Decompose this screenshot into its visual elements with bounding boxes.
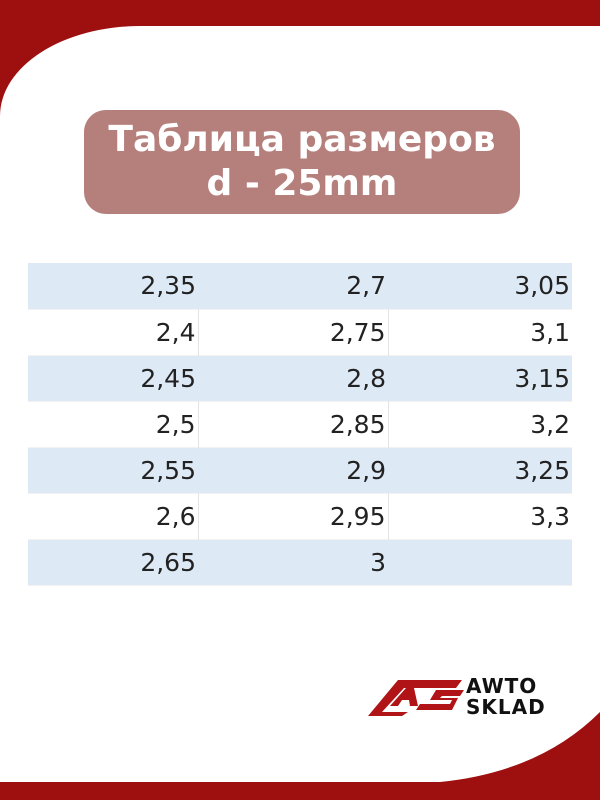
title-banner: Таблица размеров d - 25mm	[84, 110, 520, 214]
title-line-2: d - 25mm	[206, 163, 398, 204]
table-cell: 2,5	[28, 401, 198, 447]
table-cell: 3,1	[387, 309, 572, 355]
table-cell: 2,95	[197, 493, 388, 539]
table-row: 2,35 2,7 3,05	[28, 263, 572, 309]
table-cell: 3	[198, 539, 388, 585]
size-table: 2,35 2,7 3,05 2,4 2,75 3,1 2,45 2,8 3,15 2,5 2,85 3…	[28, 263, 572, 586]
table-row: 2,5 2,85 3,2	[28, 401, 572, 447]
table-cell: 2,55	[28, 447, 198, 493]
table-row: 2,6 2,95 3,3	[28, 493, 572, 539]
table-cell: 3,05	[388, 263, 572, 309]
table-row: 2,65 3	[28, 539, 572, 585]
table-row: 2,4 2,75 3,1	[28, 309, 572, 355]
table-cell: 3,25	[388, 447, 572, 493]
table-row: 2,45 2,8 3,15	[28, 355, 572, 401]
table-cell: 2,35	[28, 263, 198, 309]
table-cell: 2,4	[28, 309, 198, 355]
table-cell: 3,15	[388, 355, 572, 401]
awto-sklad-logo	[368, 680, 464, 716]
table-cell: 2,8	[198, 355, 388, 401]
table-cell: 2,85	[197, 401, 388, 447]
table-cell: 2,65	[28, 539, 198, 585]
table-cell: 2,9	[198, 447, 388, 493]
logo-line-2: SKLAD	[466, 695, 546, 719]
logo-wordmark: AWTO SKLAD	[466, 676, 546, 718]
table-row: 2,55 2,9 3,25	[28, 447, 572, 493]
title-line-1: Таблица размеров	[108, 119, 496, 160]
table-cell: 2,45	[28, 355, 198, 401]
table-cell: 3,2	[387, 401, 572, 447]
table-cell	[388, 539, 572, 585]
table-cell: 2,7	[198, 263, 388, 309]
table-cell: 3,3	[387, 493, 572, 539]
logo-line-1: AWTO	[466, 674, 538, 698]
table-cell: 2,6	[28, 493, 198, 539]
table-cell: 2,75	[197, 309, 388, 355]
